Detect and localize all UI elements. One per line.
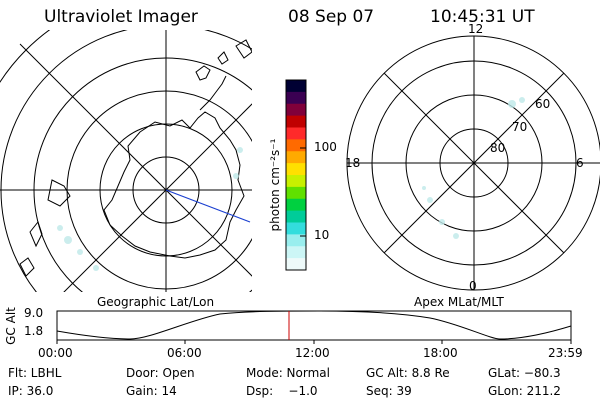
gc-alt-ytick-high: 9.0 [24, 306, 44, 320]
seq-value: Seq: 39 [366, 384, 412, 398]
filter-value: Flt: LBHL [8, 366, 62, 380]
antarctica-outline [103, 111, 245, 259]
gc-alt-xtick: 06:00 [167, 346, 202, 360]
colorbar-segment [286, 210, 306, 223]
colorbar-segment [286, 246, 306, 259]
colorbar [286, 80, 306, 271]
colorbar-segment [286, 234, 306, 247]
colorbar-unit-label: photon cm⁻²s⁻¹ [268, 138, 282, 232]
geographic-panel-label: Geographic Lat/Lon [97, 295, 215, 309]
meridian-line [63, 103, 252, 292]
instrument-title: Ultraviolet Imager [44, 7, 198, 27]
gc-alt-xtick: 12:00 [295, 346, 330, 360]
orbit-track-line [165, 189, 251, 223]
colorbar-tick-10: 10 [314, 228, 330, 242]
glon-value: GLon: 211.2 [488, 384, 561, 398]
gc-alt-xtick: 18:00 [423, 346, 458, 360]
gc-alt-xtick: 23:59 [548, 346, 583, 360]
meridian-line [19, 43, 252, 277]
door-value: Door: Open [126, 366, 195, 380]
mlat-mlt-map [346, 35, 600, 291]
aurora-emission [57, 147, 243, 271]
ip-value: IP: 36.0 [8, 384, 54, 398]
colorbar-segment [286, 186, 306, 200]
geographic-map [0, 30, 252, 292]
mode-value: Mode: Normal [246, 366, 330, 380]
mlt-label-left: 18 [345, 156, 361, 170]
mlat-label-60: 60 [535, 97, 551, 111]
colorbar-segment [286, 139, 306, 152]
aurora-emission [422, 97, 525, 239]
time-label: 10:45:31 UT [430, 7, 535, 27]
gc-alt-plot [56, 310, 572, 344]
apex-panel-label: Apex MLat/MLT [414, 295, 504, 309]
gc-alt-value: GC Alt: 8.8 Re [366, 366, 450, 380]
colorbar-segment [286, 258, 306, 271]
mlt-label-bottom: 0 [469, 279, 477, 293]
gain-value: Gain: 14 [126, 384, 177, 398]
colorbar-segment [286, 103, 306, 117]
colorbar-segment [286, 198, 306, 212]
date-label: 08 Sep 07 [288, 7, 375, 27]
colorbar-segment [286, 91, 306, 105]
colorbar-segment [286, 222, 306, 235]
glat-value: GLat: −80.3 [488, 366, 561, 380]
gc-alt-xtick: 00:00 [38, 346, 73, 360]
mlat-label-80: 80 [490, 141, 506, 155]
colorbar-segment [286, 151, 306, 164]
gc-alt-ylabel: GC Alt [3, 307, 18, 345]
mlt-label-top: 12 [468, 22, 484, 36]
mlat-label-70: 70 [512, 120, 528, 134]
colorbar-segment [286, 175, 306, 188]
gc-alt-ytick-low: 1.8 [24, 324, 44, 338]
dsp-value: Dsp: −1.0 [246, 384, 318, 398]
colorbar-segment [286, 80, 306, 93]
colorbar-segment [286, 163, 306, 176]
colorbar-tick-100: 100 [314, 140, 337, 154]
gc-alt-curve [56, 310, 572, 340]
colorbar-segment [286, 127, 306, 140]
mlt-label-right: 6 [576, 156, 584, 170]
colorbar-segment [286, 115, 306, 128]
